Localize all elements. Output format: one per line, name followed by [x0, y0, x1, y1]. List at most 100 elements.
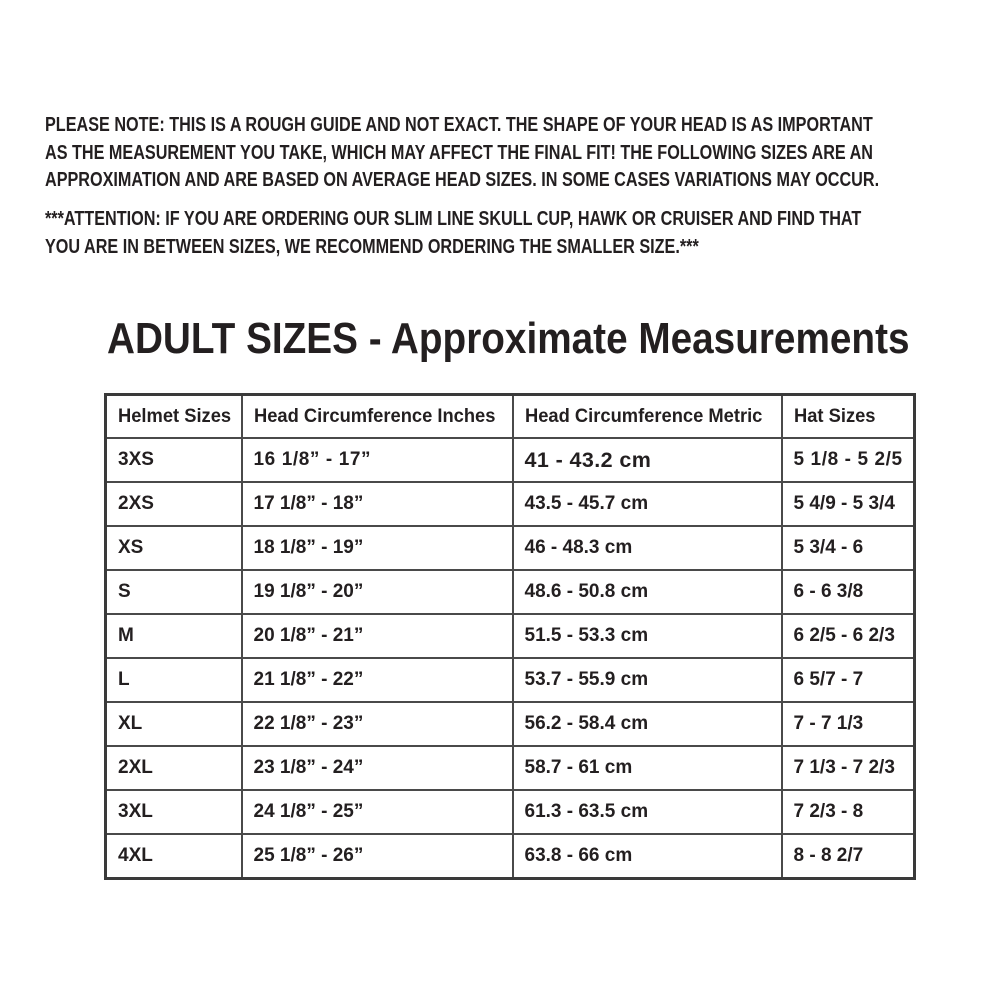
inches-cell: 22 1/8” - 23”: [240, 701, 514, 747]
helmet-size-value: L: [118, 669, 130, 690]
metric-cell: 58.7 - 61 cm: [511, 745, 783, 791]
hat-size-cell: 6 - 6 3/8: [780, 569, 916, 615]
hat-size-value: 5 1/8 - 5 2/5: [793, 449, 903, 470]
helmet-size-cell: XS: [104, 525, 243, 571]
hat-size-cell: 6 5/7 - 7: [780, 657, 916, 703]
table-row-3xl: 3XL 24 1/8” - 25” 61.3 - 63.5 cm 7 2/3 -…: [104, 789, 916, 835]
header-inches-label: Head Circumference Inches: [253, 405, 495, 427]
inches-value: 18 1/8” - 19”: [253, 537, 364, 558]
helmet-size-cell: 2XL: [104, 745, 243, 791]
helmet-size-value: XS: [118, 537, 144, 558]
table-row-3xs: 3XS 16 1/8” - 17” 41 - 43.2 cm 5 1/8 - 5…: [104, 437, 916, 483]
metric-cell: 56.2 - 58.4 cm: [511, 701, 783, 747]
inches-cell: 19 1/8” - 20”: [240, 569, 514, 615]
metric-value: 43.5 - 45.7 cm: [524, 493, 649, 514]
note-paragraph: PLEASE NOTE: THIS IS A ROUGH GUIDE AND N…: [45, 112, 1000, 195]
inches-cell: 25 1/8” - 26”: [240, 833, 514, 880]
inches-cell: 20 1/8” - 21”: [240, 613, 514, 659]
header-metric-label: Head Circumference Metric: [524, 405, 762, 427]
hat-size-value: 7 1/3 - 7 2/3: [793, 757, 895, 778]
header-helmet-sizes: Helmet Sizes: [104, 393, 243, 439]
header-hat-sizes-label: Hat Sizes: [793, 405, 876, 427]
metric-value: 58.7 - 61 cm: [524, 757, 633, 778]
inches-cell: 24 1/8” - 25”: [240, 789, 514, 835]
helmet-size-value: 2XS: [118, 493, 154, 514]
metric-value: 51.5 - 53.3 cm: [524, 625, 649, 646]
helmet-size-cell: 4XL: [104, 833, 243, 880]
note-line: PLEASE NOTE: THIS IS A ROUGH GUIDE AND N…: [45, 114, 873, 136]
page-title: ADULT SIZES - Approximate Measurements: [107, 314, 910, 363]
inches-value: 16 1/8” - 17”: [253, 449, 372, 470]
metric-value: 56.2 - 58.4 cm: [524, 713, 649, 734]
helmet-size-value: XL: [118, 713, 143, 734]
header-head-circumference-inches: Head Circumference Inches: [240, 393, 514, 439]
header-helmet-sizes-label: Helmet Sizes: [118, 405, 232, 427]
table-row-4xl: 4XL 25 1/8” - 26” 63.8 - 66 cm 8 - 8 2/7: [104, 833, 916, 880]
table-row-s: S 19 1/8” - 20” 48.6 - 50.8 cm 6 - 6 3/8: [104, 569, 916, 615]
inches-cell: 17 1/8” - 18”: [240, 481, 514, 527]
table-header-row: Helmet Sizes Head Circumference Inches H…: [104, 393, 916, 439]
metric-cell: 51.5 - 53.3 cm: [511, 613, 783, 659]
hat-size-value: 5 3/4 - 6: [793, 537, 864, 558]
hat-size-value: 7 - 7 1/3: [793, 713, 864, 734]
metric-value: 61.3 - 63.5 cm: [524, 801, 649, 822]
metric-value: 46 - 48.3 cm: [524, 537, 633, 558]
helmet-size-cell: 3XL: [104, 789, 243, 835]
hat-size-value: 5 4/9 - 5 3/4: [793, 493, 895, 514]
metric-cell: 61.3 - 63.5 cm: [511, 789, 783, 835]
note-line: APPROXIMATION AND ARE BASED ON AVERAGE H…: [45, 169, 880, 191]
inches-value: 25 1/8” - 26”: [253, 845, 364, 866]
hat-size-cell: 7 1/3 - 7 2/3: [780, 745, 916, 791]
helmet-size-value: S: [118, 581, 131, 602]
table-row-xl: XL 22 1/8” - 23” 56.2 - 58.4 cm 7 - 7 1/…: [104, 701, 916, 747]
inches-value: 19 1/8” - 20”: [253, 581, 364, 602]
inches-cell: 21 1/8” - 22”: [240, 657, 514, 703]
table-row-xs: XS 18 1/8” - 19” 46 - 48.3 cm 5 3/4 - 6: [104, 525, 916, 571]
inches-cell: 16 1/8” - 17”: [240, 437, 514, 483]
inches-value: 20 1/8” - 21”: [253, 625, 364, 646]
helmet-size-cell: L: [104, 657, 243, 703]
hat-size-cell: 8 - 8 2/7: [780, 833, 916, 880]
helmet-size-value: 4XL: [118, 845, 153, 866]
helmet-size-cell: 2XS: [104, 481, 243, 527]
metric-cell: 63.8 - 66 cm: [511, 833, 783, 880]
header-hat-sizes: Hat Sizes: [780, 393, 916, 439]
helmet-size-cell: M: [104, 613, 243, 659]
inches-value: 24 1/8” - 25”: [253, 801, 364, 822]
metric-value: 53.7 - 55.9 cm: [524, 669, 649, 690]
inches-value: 22 1/8” - 23”: [253, 713, 364, 734]
helmet-size-cell: 3XS: [104, 437, 243, 483]
inches-cell: 23 1/8” - 24”: [240, 745, 514, 791]
metric-cell: 48.6 - 50.8 cm: [511, 569, 783, 615]
hat-size-value: 6 - 6 3/8: [793, 581, 864, 602]
metric-value: 48.6 - 50.8 cm: [524, 581, 649, 602]
table-row-l: L 21 1/8” - 22” 53.7 - 55.9 cm 6 5/7 - 7: [104, 657, 916, 703]
inches-value: 23 1/8” - 24”: [253, 757, 364, 778]
attention-line: YOU ARE IN BETWEEN SIZES, WE RECOMMEND O…: [45, 235, 699, 258]
table-row-m: M 20 1/8” - 21” 51.5 - 53.3 cm 6 2/5 - 6…: [104, 613, 916, 659]
hat-size-cell: 6 2/5 - 6 2/3: [780, 613, 916, 659]
helmet-size-value: 3XS: [118, 449, 154, 470]
metric-value: 41 - 43.2 cm: [524, 447, 652, 472]
helmet-size-value: M: [118, 625, 134, 646]
hat-size-cell: 7 2/3 - 8: [780, 789, 916, 835]
helmet-size-cell: XL: [104, 701, 243, 747]
helmet-size-value: 3XL: [118, 801, 153, 822]
metric-cell: 53.7 - 55.9 cm: [511, 657, 783, 703]
metric-cell: 43.5 - 45.7 cm: [511, 481, 783, 527]
table-row-2xl: 2XL 23 1/8” - 24” 58.7 - 61 cm 7 1/3 - 7…: [104, 745, 916, 791]
attention-line: ***ATTENTION: IF YOU ARE ORDERING OUR SL…: [45, 208, 862, 230]
inches-value: 17 1/8” - 18”: [253, 493, 364, 514]
attention-paragraph: ***ATTENTION: IF YOU ARE ORDERING OUR SL…: [45, 206, 1000, 261]
hat-size-cell: 5 3/4 - 6: [780, 525, 916, 571]
metric-cell: 41 - 43.2 cm: [511, 437, 783, 483]
hat-size-value: 8 - 8 2/7: [793, 845, 864, 866]
inches-cell: 18 1/8” - 19”: [240, 525, 514, 571]
hat-size-cell: 5 1/8 - 5 2/5: [780, 437, 916, 483]
hat-size-value: 7 2/3 - 8: [793, 801, 864, 822]
adult-sizes-table: Helmet Sizes Head Circumference Inches H…: [104, 393, 916, 880]
helmet-size-cell: S: [104, 569, 243, 615]
hat-size-value: 6 5/7 - 7: [793, 669, 864, 690]
metric-value: 63.8 - 66 cm: [524, 845, 633, 866]
header-head-circumference-metric: Head Circumference Metric: [511, 393, 783, 439]
